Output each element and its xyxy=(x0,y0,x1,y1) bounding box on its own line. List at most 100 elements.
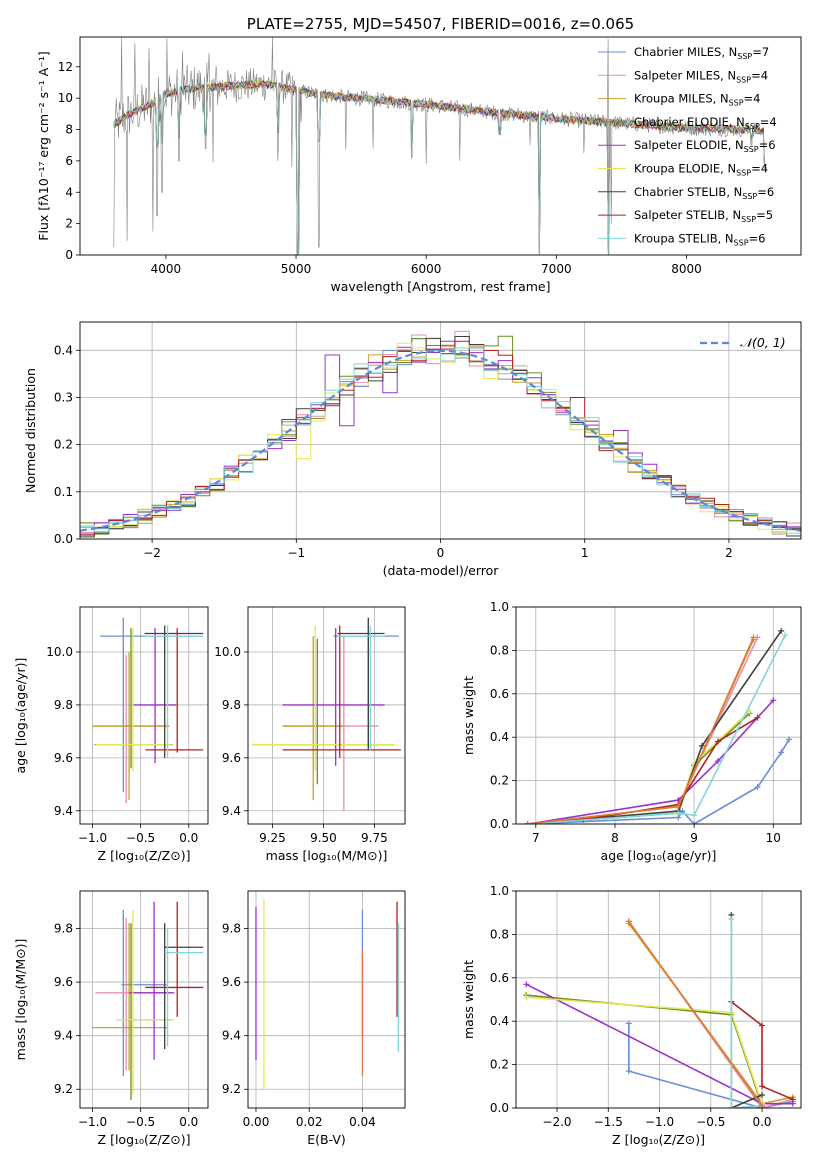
weight-line xyxy=(730,1001,794,1101)
legend-value: =6 xyxy=(757,185,774,199)
y-tick-label: 0.2 xyxy=(490,774,509,788)
legend-name: Chabrier MILES, N xyxy=(634,45,737,59)
weight-marker xyxy=(789,1096,796,1103)
weight-marker xyxy=(754,784,761,791)
plot-frame xyxy=(515,606,802,825)
legend-entry: Chabrier STELIB, NSSP=6 xyxy=(634,185,774,201)
weight-marker xyxy=(750,634,757,641)
x-tick-label: 0.0 xyxy=(179,1115,198,1129)
legend-value: =4 xyxy=(751,68,768,82)
x-axis-ticks: 9.25 9.50 9.75 xyxy=(259,824,388,845)
y-axis-ticks: 9.4 9.6 9.8 10.0 xyxy=(46,645,80,818)
legend-subscript: SSP xyxy=(741,215,756,224)
weight-series-3 xyxy=(524,636,757,824)
x-axis-ticks: −2.0 −1.5 −1.0 −0.5 0.0 xyxy=(542,1108,772,1129)
weight-marker xyxy=(675,810,682,817)
x-tick-label: 0.0 xyxy=(752,1115,771,1129)
mass-weight-vs-metallicity-panel: −2.0 −1.5 −1.0 −0.5 0.0 0.0 0.2 0.4 0.6 0.8 1.0 Z [… xyxy=(461,884,802,1147)
y-axis-ticks: 0.0 0.2 0.4 0.6 0.8 1.0 xyxy=(490,600,516,831)
plot-frame xyxy=(247,890,406,1109)
legend-value: =4 xyxy=(760,115,777,129)
y-tick-label: 9.8 xyxy=(222,698,241,712)
errorbar-point-6 xyxy=(95,628,172,772)
y-axis-ticks: 9.2 9.4 9.6 9.8 xyxy=(54,922,80,1096)
weight-marker xyxy=(778,749,785,756)
legend-name: Chabrier STELIB, N xyxy=(634,185,742,199)
x-tick-label: 0.04 xyxy=(349,1115,376,1129)
errorbar-point-9 xyxy=(144,625,204,758)
y-tick-label: 0.4 xyxy=(490,1014,509,1028)
y-tick-label: 9.8 xyxy=(222,922,241,936)
y-tick-label: 0.0 xyxy=(490,1101,509,1115)
errorbar-point-6 xyxy=(116,909,175,1095)
y-axis-ticks: 9.2 9.4 9.6 9.8 xyxy=(222,922,248,1096)
legend-value: =7 xyxy=(752,45,769,59)
errorbar-point-9 xyxy=(164,928,204,1047)
error-bars xyxy=(92,617,204,803)
x-tick-label: −1.0 xyxy=(645,1115,674,1129)
legend-entry: Salpeter ELODIE, NSSP=6 xyxy=(634,138,776,154)
legend-subscript: SSP xyxy=(744,145,759,154)
grid xyxy=(516,606,801,825)
y-tick-label: 10 xyxy=(58,91,73,105)
weight-line xyxy=(526,996,763,1104)
y-tick-label: 9.8 xyxy=(54,698,73,712)
weight-marker xyxy=(523,981,530,988)
errorbar-point-7 xyxy=(164,923,204,1050)
x-tick-label: −1 xyxy=(287,546,305,560)
legend-value: =6 xyxy=(759,138,776,152)
x-tick-label: 9 xyxy=(690,831,698,845)
y-axis-label: age [log₁₀(age/yr)] xyxy=(13,658,28,774)
x-axis-ticks: 0.00 0.02 0.04 xyxy=(243,1108,376,1129)
grid xyxy=(248,607,405,824)
normal-legend-label: 𝒩(0, 1) xyxy=(740,335,786,350)
legend-entry: Salpeter MILES, NSSP=4 xyxy=(634,68,768,84)
y-tick-label: 9.6 xyxy=(222,975,241,989)
legend-subscript: SSP xyxy=(745,122,760,131)
legend-subscript: SSP xyxy=(742,192,757,201)
x-axis-label: Z [log₁₀(Z/Z⊙)] xyxy=(98,848,191,863)
weight-marker xyxy=(675,803,682,810)
spectrum-panel: 4000 5000 6000 7000 8000 0 2 4 6 8 10 12 wavelength … xyxy=(36,15,802,294)
weight-marker xyxy=(786,736,793,743)
legend-value: =4 xyxy=(744,92,761,106)
x-tick-label: 0.0 xyxy=(179,831,198,845)
legend-name: Salpeter MILES, N xyxy=(634,68,736,82)
mass-vs-metallicity-panel: −1.0 −0.5 0.0 9.2 9.4 9.6 9.8 Z [log₁₀(Z/Z⊙)] ma… xyxy=(13,890,209,1147)
legend-subscript: SSP xyxy=(729,99,744,108)
y-tick-label: 9.4 xyxy=(222,1029,241,1043)
weight-series-2 xyxy=(524,634,761,824)
mass-weight-vs-age-panel: 7 8 9 10 0.0 0.2 0.4 0.6 0.8 1.0 age [log₁₀(age/yr… xyxy=(461,600,802,863)
x-tick-label: 9.50 xyxy=(310,831,337,845)
legend-entry: Chabrier MILES, NSSP=7 xyxy=(634,45,769,61)
y-tick-label: 0.8 xyxy=(490,927,509,941)
weight-marker xyxy=(759,1022,766,1029)
y-tick-label: 9.4 xyxy=(54,1029,73,1043)
spectrum-lines xyxy=(113,37,765,255)
legend-subscript: SSP xyxy=(736,75,751,84)
y-tick-label: 0.0 xyxy=(490,817,509,831)
model-spectrum-line-9 xyxy=(113,79,765,255)
legend-entry: Kroupa ELODIE, NSSP=4 xyxy=(634,162,768,178)
error-bars xyxy=(92,901,204,1100)
x-tick-label: 6000 xyxy=(411,262,442,276)
x-tick-label: −1.5 xyxy=(594,1115,623,1129)
x-axis-label: E(B-V) xyxy=(307,1132,346,1147)
x-axis-ticks: −1.0 −0.5 0.0 xyxy=(78,824,198,845)
x-tick-label: 8000 xyxy=(671,262,702,276)
errorbar-point-6 xyxy=(252,625,395,772)
weight-marker xyxy=(759,1083,766,1090)
weight-line xyxy=(527,639,755,824)
y-tick-label: 1.0 xyxy=(490,884,509,898)
x-tick-label: 5000 xyxy=(281,262,312,276)
y-axis-label: mass weight xyxy=(461,676,476,755)
errorbar-point-9 xyxy=(337,625,385,750)
x-axis-ticks: 7 8 9 10 xyxy=(532,824,781,845)
x-tick-label: 1 xyxy=(581,546,589,560)
y-tick-label: 0.2 xyxy=(490,1058,509,1072)
weight-line xyxy=(527,738,790,824)
errorbar-point-5 xyxy=(132,628,177,764)
plot-frame xyxy=(79,321,802,540)
x-axis-label: age [log₁₀(age/yr)] xyxy=(601,848,717,863)
